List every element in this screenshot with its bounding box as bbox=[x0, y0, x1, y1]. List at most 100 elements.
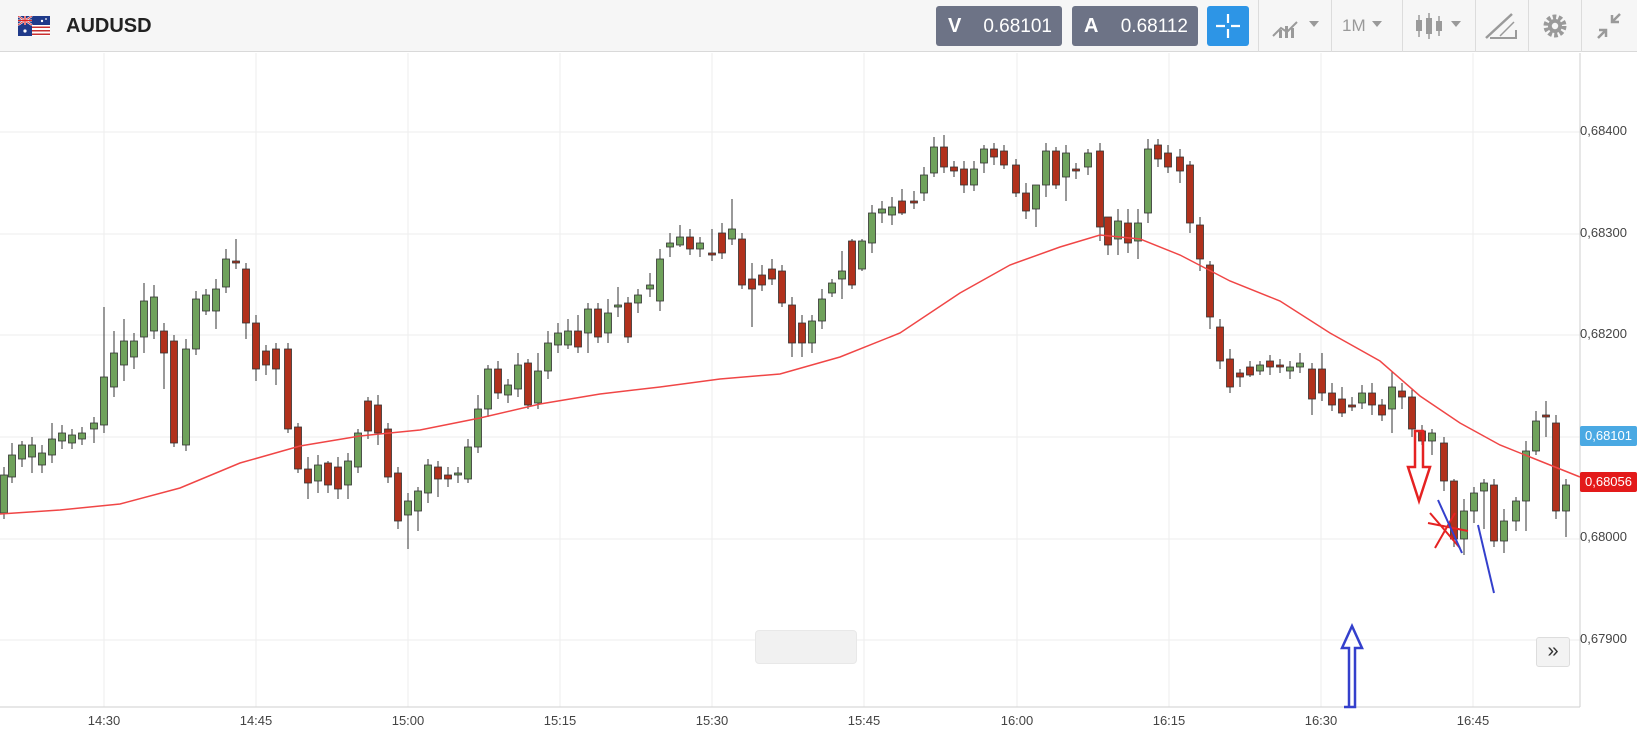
bullish-candle bbox=[634, 294, 642, 304]
bearish-candle bbox=[738, 238, 746, 286]
gear-icon bbox=[1543, 14, 1567, 38]
price-chart[interactable]: 0,68400 0,68300 0,68200 0,68000 0,67900 … bbox=[0, 53, 1637, 741]
bearish-candle bbox=[1124, 222, 1132, 244]
bullish-candle bbox=[314, 464, 322, 482]
bullish-candle bbox=[980, 148, 988, 164]
bearish-candle bbox=[374, 404, 382, 434]
time-axis-label: 15:00 bbox=[391, 713, 425, 728]
bullish-candle bbox=[404, 500, 412, 516]
instrument-symbol: AUDUSD bbox=[66, 15, 152, 37]
chevron-down-icon bbox=[1372, 21, 1382, 27]
bearish-candle bbox=[1206, 264, 1214, 318]
bullish-candle bbox=[58, 432, 66, 442]
bearish-candle bbox=[1450, 480, 1458, 540]
bullish-candle bbox=[1042, 150, 1050, 186]
moving-average-line bbox=[0, 234, 1581, 515]
collapse-button[interactable] bbox=[1582, 0, 1637, 52]
time-axis-label: 15:30 bbox=[695, 713, 729, 728]
scroll-to-latest-button[interactable]: » bbox=[1536, 637, 1570, 667]
bullish-candle bbox=[1470, 492, 1478, 512]
red-cross-icon bbox=[1427, 512, 1469, 549]
current-bid-price-tag: 0,68101 bbox=[1580, 426, 1637, 446]
time-axis-label: 16:45 bbox=[1456, 713, 1490, 728]
bearish-candle bbox=[798, 322, 806, 344]
bullish-candle bbox=[676, 236, 684, 246]
bullish-candle bbox=[1134, 222, 1142, 242]
bullish-candle bbox=[1522, 450, 1530, 502]
bullish-candle bbox=[140, 300, 148, 338]
drawing-tools-button[interactable] bbox=[1476, 0, 1528, 52]
bullish-candle bbox=[838, 270, 846, 280]
bearish-candle bbox=[444, 474, 452, 480]
bullish-candle bbox=[1532, 420, 1540, 452]
price-axis-label: 0,67900 bbox=[1580, 631, 1627, 646]
price-axis-label: 0,68200 bbox=[1580, 326, 1627, 341]
bearish-candle bbox=[1096, 150, 1104, 228]
bearish-candle bbox=[898, 200, 906, 214]
bearish-candle bbox=[1176, 156, 1184, 172]
bullish-candle bbox=[38, 452, 46, 466]
bearish-candle bbox=[1022, 192, 1030, 212]
bearish-candle bbox=[910, 200, 918, 204]
australia-flag-icon bbox=[18, 16, 50, 36]
bullish-candle bbox=[454, 472, 462, 476]
bullish-candle bbox=[182, 348, 190, 446]
bullish-candle bbox=[564, 330, 572, 346]
bearish-candle bbox=[252, 322, 260, 370]
chevron-down-icon bbox=[1451, 21, 1461, 27]
crosshair-button[interactable] bbox=[1207, 6, 1249, 46]
chart-drag-handle[interactable] bbox=[755, 630, 857, 664]
bearish-candle bbox=[334, 466, 342, 490]
bearish-candle bbox=[990, 148, 998, 158]
settings-button[interactable] bbox=[1529, 0, 1581, 52]
chart-type-button[interactable] bbox=[1403, 0, 1475, 52]
candlestick-series bbox=[0, 135, 1570, 555]
bearish-candle bbox=[940, 146, 948, 168]
sell-label: V bbox=[948, 15, 962, 37]
bearish-candle bbox=[364, 400, 372, 432]
crosshair-icon bbox=[1216, 14, 1240, 38]
bearish-candle bbox=[1378, 404, 1386, 416]
bearish-candle bbox=[718, 232, 726, 254]
drawing-tools-icon bbox=[1485, 13, 1517, 39]
bullish-candle bbox=[920, 174, 928, 194]
bearish-candle bbox=[748, 278, 756, 290]
bullish-candle bbox=[0, 474, 8, 514]
bullish-candle bbox=[554, 332, 562, 346]
chart-canvas[interactable] bbox=[0, 53, 1637, 741]
bullish-candle bbox=[464, 446, 472, 480]
bullish-candle bbox=[646, 284, 654, 290]
buy-price: 0.68112 bbox=[1120, 16, 1188, 37]
timeframe-selector[interactable]: 1M bbox=[1332, 0, 1402, 52]
buy-price-button[interactable]: A 0.68112 bbox=[1072, 6, 1198, 46]
bearish-candle bbox=[1216, 326, 1224, 362]
bearish-candle bbox=[1368, 392, 1376, 406]
chart-annotations bbox=[1340, 429, 1495, 709]
bearish-candle bbox=[1236, 372, 1244, 378]
blue-trend-line bbox=[1477, 524, 1495, 594]
price-axis-label: 0,68300 bbox=[1580, 225, 1627, 240]
bearish-candle bbox=[1328, 392, 1336, 406]
toolbar-divider bbox=[1528, 0, 1529, 52]
bearish-candle bbox=[1000, 150, 1008, 166]
bearish-candle bbox=[1052, 150, 1060, 186]
bullish-candle bbox=[414, 490, 422, 512]
bearish-candle bbox=[304, 468, 312, 484]
bullish-candle bbox=[474, 408, 482, 448]
bullish-candle bbox=[344, 460, 352, 486]
bullish-candle bbox=[68, 434, 76, 444]
collapse-icon bbox=[1597, 13, 1621, 39]
bullish-candle bbox=[18, 444, 26, 460]
bearish-candle bbox=[1398, 390, 1406, 398]
bullish-candle bbox=[1512, 500, 1520, 522]
indicators-button[interactable] bbox=[1259, 0, 1331, 52]
bullish-candle bbox=[504, 384, 512, 396]
bearish-candle bbox=[1276, 364, 1284, 368]
bearish-candle bbox=[1164, 152, 1172, 168]
sell-price-button[interactable]: V 0.68101 bbox=[936, 6, 1062, 46]
bullish-candle bbox=[666, 242, 674, 248]
bearish-candle bbox=[262, 350, 270, 366]
chart-toolbar: AUDUSD V 0.68101 A 0.68112 1M bbox=[0, 0, 1637, 52]
time-axis-label: 16:15 bbox=[1152, 713, 1186, 728]
